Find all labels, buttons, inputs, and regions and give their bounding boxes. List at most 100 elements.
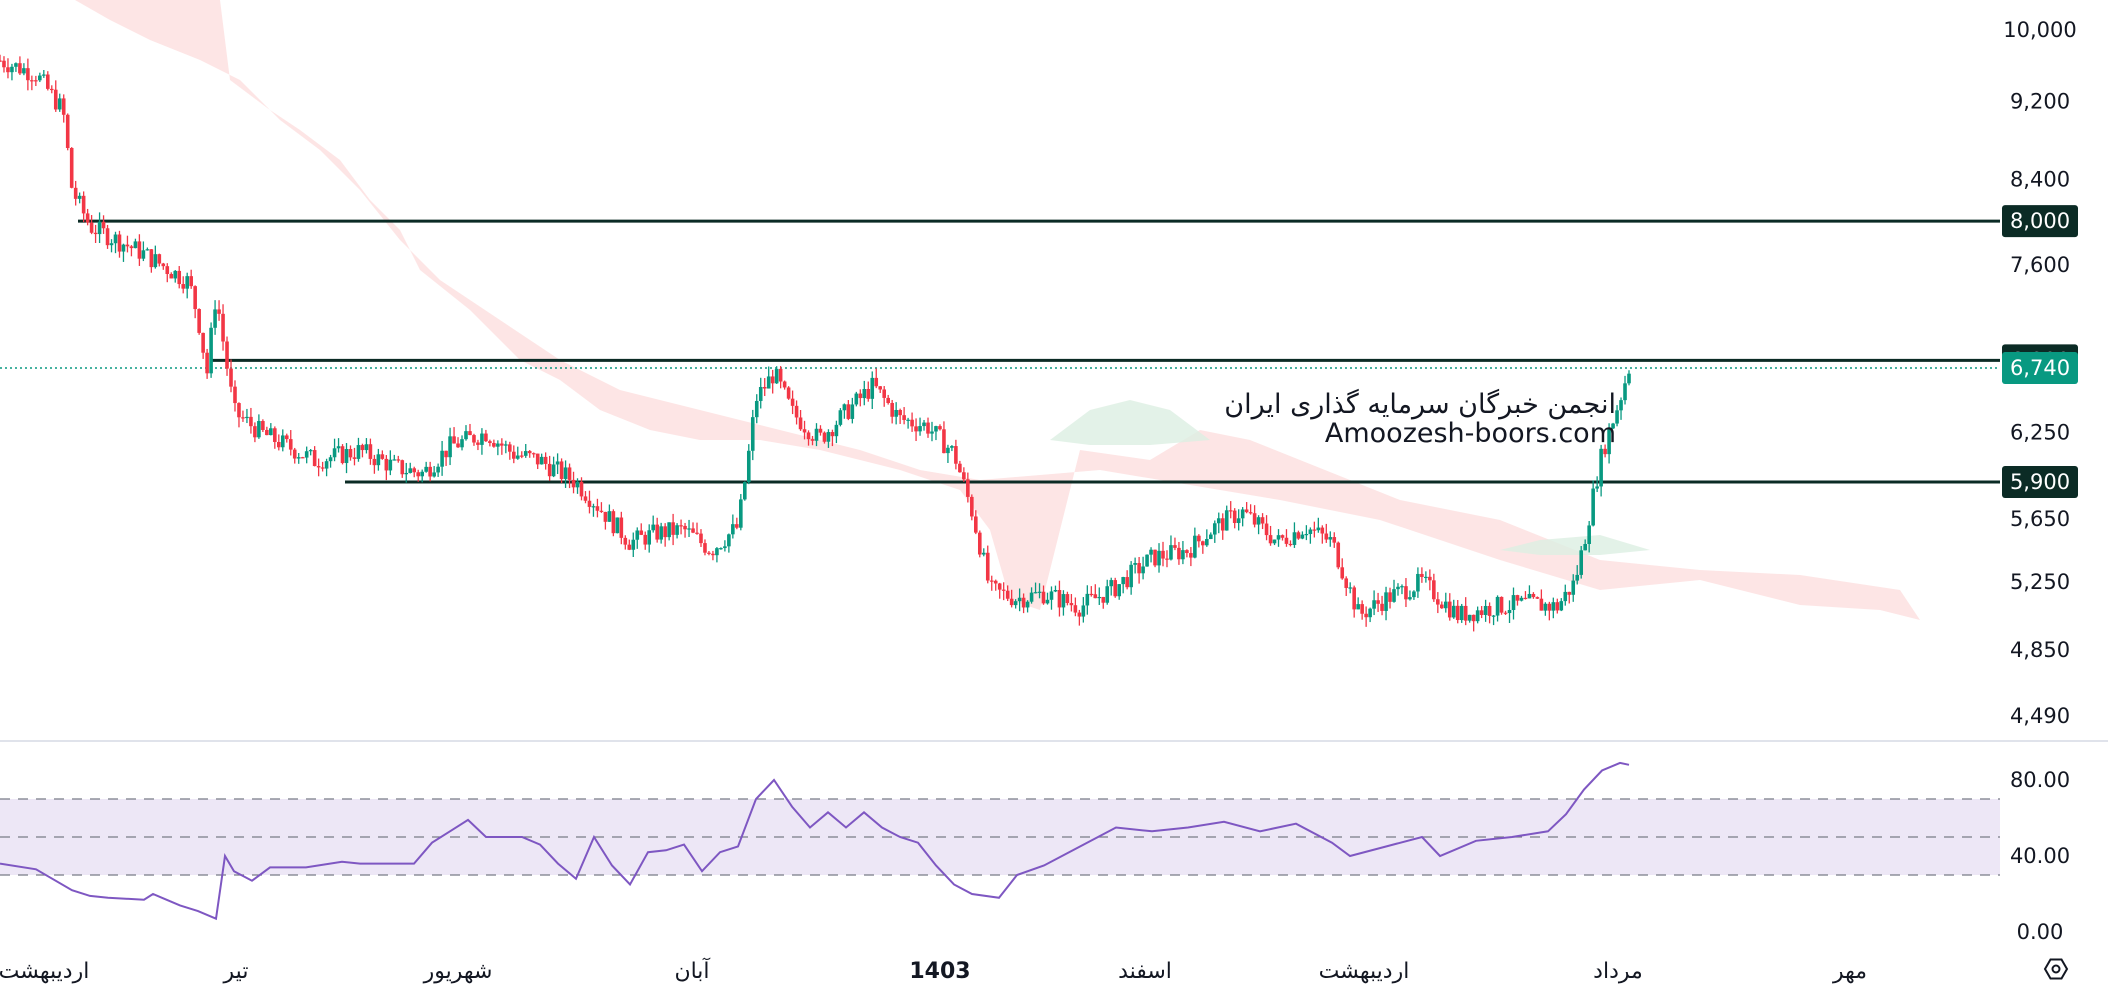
candle [165, 263, 170, 283]
time-tick-label: اسفند [1118, 959, 1172, 984]
candle [1085, 585, 1090, 615]
time-tick-label: اردیبهشت [1319, 959, 1410, 984]
candle [543, 452, 548, 470]
candle-body [1284, 537, 1289, 544]
candle [523, 444, 528, 458]
candle [129, 245, 134, 257]
candle [1097, 587, 1102, 605]
candle [384, 455, 389, 481]
candle-body [1384, 592, 1388, 611]
candle-body [1017, 597, 1022, 602]
candle [1531, 592, 1536, 599]
candle-body [1308, 529, 1313, 534]
candle [675, 523, 679, 539]
price-axis[interactable]: 10,000 9,200 8,400 7,600 6,250 5,650 5,250 4,85… [2003, 18, 2076, 728]
candle-body [344, 449, 349, 464]
candle-body [249, 416, 253, 427]
candle-body [1280, 535, 1285, 538]
candle [974, 510, 978, 535]
candle [707, 550, 711, 556]
rsi-axis[interactable]: 80.00 40.00 0.00 [2010, 768, 2070, 944]
candle-body [416, 472, 421, 477]
candle [1440, 601, 1444, 609]
candle [141, 241, 146, 262]
candle-body [384, 458, 389, 471]
candle-body [543, 456, 548, 464]
candle [1292, 522, 1297, 548]
candle [81, 191, 86, 223]
candle [105, 224, 110, 249]
candle-body [1392, 589, 1396, 602]
candle-body [1408, 597, 1412, 600]
candle-body [1368, 608, 1372, 618]
candle [854, 391, 859, 407]
candle [229, 359, 233, 393]
rsi-tick-label: 0.00 [2017, 920, 2064, 944]
candle [400, 459, 405, 478]
candle [1232, 508, 1237, 529]
candle [1121, 576, 1125, 594]
candle-body [1165, 558, 1169, 560]
candle-body [886, 397, 890, 403]
candle [1288, 540, 1293, 547]
candle-body [993, 580, 998, 584]
time-axis[interactable]: اردیبهشت تیر شهریور آبان 1403 اسفند اردیبهشت مر… [0, 957, 1867, 984]
candle [1587, 520, 1591, 553]
candle [34, 75, 38, 87]
candle-body [1049, 591, 1054, 600]
candle [615, 517, 620, 534]
candle-body [1181, 550, 1185, 560]
candle-body [750, 417, 755, 451]
candle-body [985, 552, 990, 581]
candle-body [1443, 601, 1448, 609]
candle [515, 446, 520, 460]
candle [635, 527, 640, 549]
candle-body [1292, 532, 1297, 545]
candle [22, 63, 26, 76]
candle-body [691, 528, 695, 533]
candle [1404, 578, 1408, 608]
candle-body [1105, 586, 1110, 603]
candle [1252, 505, 1257, 528]
candle-body [153, 254, 158, 268]
chart-settings-icon[interactable] [2043, 958, 2069, 980]
candle [65, 113, 70, 151]
candle [1623, 375, 1627, 405]
support-resistance-lines[interactable] [0, 219, 2000, 484]
candle [1041, 585, 1046, 605]
candle-body [316, 466, 321, 468]
candle-body [0, 60, 2, 62]
candle [225, 336, 229, 376]
candle-body [1197, 535, 1201, 542]
candle [1559, 598, 1564, 612]
candle-body [559, 461, 564, 479]
candle [1499, 596, 1504, 615]
candle-body [719, 548, 723, 550]
candle [452, 427, 456, 444]
candle-body [511, 451, 516, 459]
candle [1603, 444, 1607, 458]
candle [201, 332, 205, 359]
candle-body [866, 388, 871, 399]
candle-body [699, 533, 703, 544]
candle [667, 522, 671, 541]
candle [444, 450, 448, 466]
candle [822, 431, 827, 444]
candle [1436, 592, 1440, 614]
level-tag-5900: 5,900 [2002, 466, 2078, 499]
candle-body [770, 376, 775, 384]
candle [1105, 579, 1110, 605]
last-price-tag: 6,740 [2002, 351, 2078, 384]
candle-body [1153, 549, 1157, 566]
candle-body [1069, 603, 1074, 606]
candle [125, 235, 130, 253]
candle [1451, 599, 1456, 619]
candle-body [205, 352, 209, 374]
candle-body [551, 464, 556, 477]
candle-body [121, 244, 126, 252]
candle [464, 425, 468, 441]
candle [1400, 584, 1404, 595]
candle [1328, 531, 1333, 547]
candle-body [288, 439, 293, 450]
candle-body [1432, 580, 1436, 600]
